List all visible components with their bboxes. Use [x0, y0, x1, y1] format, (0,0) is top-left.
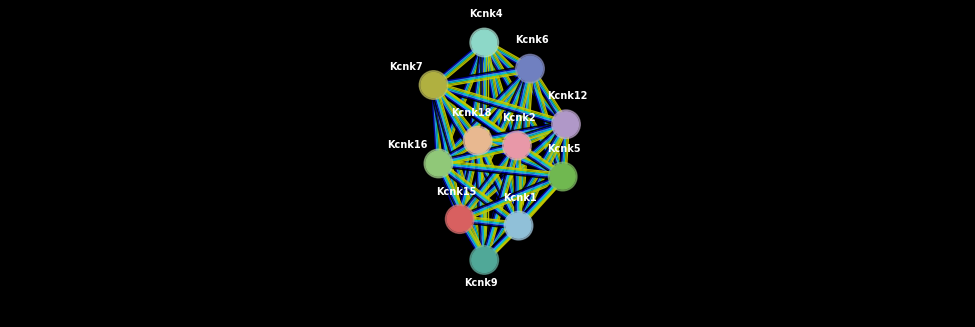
Circle shape [470, 246, 498, 274]
Circle shape [516, 54, 544, 83]
Text: Kcnk18: Kcnk18 [450, 108, 491, 118]
Circle shape [518, 56, 542, 81]
Text: Kcnk15: Kcnk15 [436, 187, 477, 197]
Circle shape [472, 248, 496, 272]
Circle shape [446, 205, 474, 233]
Text: Kcnk4: Kcnk4 [469, 9, 503, 19]
Circle shape [465, 128, 490, 153]
Text: Kcnk12: Kcnk12 [547, 91, 588, 101]
Circle shape [448, 207, 472, 232]
Circle shape [463, 126, 492, 155]
Text: Kcnk1: Kcnk1 [503, 193, 537, 203]
Text: Kcnk5: Kcnk5 [548, 144, 581, 154]
Circle shape [424, 149, 452, 178]
Circle shape [504, 211, 533, 240]
Text: Kcnk7: Kcnk7 [389, 62, 422, 72]
Circle shape [426, 151, 450, 176]
Text: Kcnk16: Kcnk16 [387, 140, 428, 150]
Circle shape [506, 213, 531, 238]
Circle shape [504, 133, 529, 158]
Circle shape [503, 131, 531, 160]
Text: Kcnk6: Kcnk6 [515, 35, 549, 45]
Circle shape [470, 28, 498, 57]
Circle shape [548, 162, 577, 191]
Circle shape [419, 71, 448, 99]
Circle shape [552, 110, 580, 139]
Circle shape [554, 112, 578, 137]
Circle shape [472, 30, 496, 55]
Text: Kcnk9: Kcnk9 [464, 278, 498, 288]
Text: Kcnk2: Kcnk2 [502, 113, 535, 123]
Circle shape [421, 73, 446, 97]
Circle shape [550, 164, 575, 189]
